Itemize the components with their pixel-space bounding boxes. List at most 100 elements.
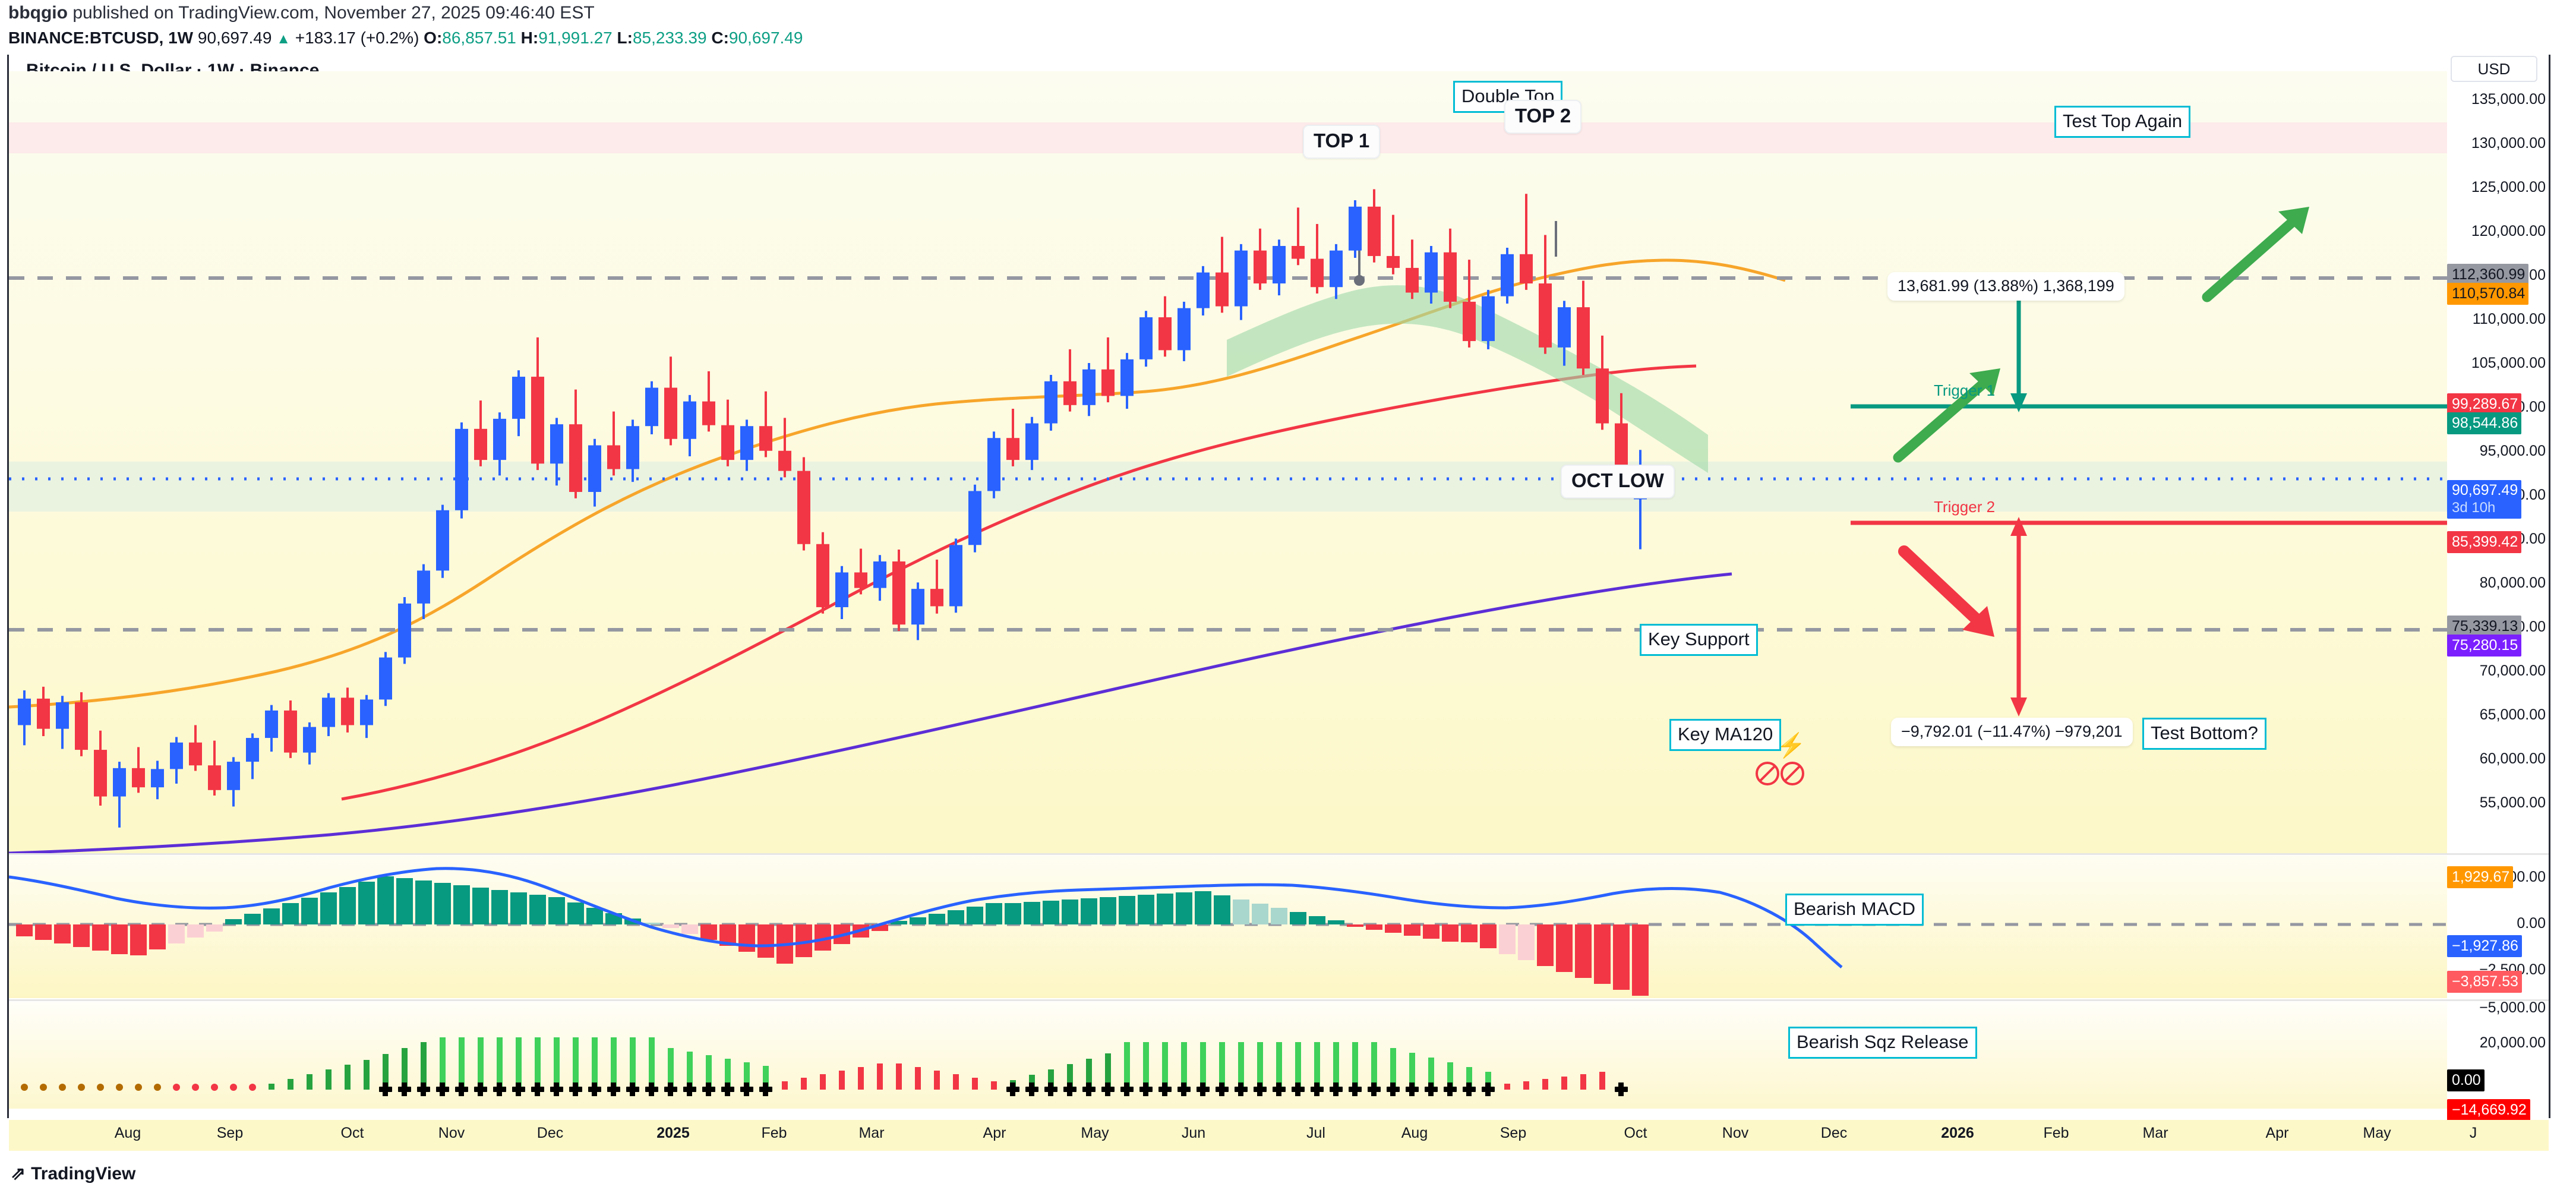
squeeze-bar xyxy=(820,1074,826,1090)
symbol-label[interactable]: BINANCE:BTCUSD, 1W xyxy=(8,29,194,47)
chart-container[interactable]: Bitcoin / U.S. Dollar · 1W · Binance xyxy=(0,55,2576,1153)
price-change: +183.17 (+0.2%) xyxy=(295,29,419,47)
candle-body xyxy=(835,572,848,607)
chart-right-border xyxy=(2549,55,2550,1118)
squeeze-bar xyxy=(725,1059,731,1090)
annotation-bearish-sqz[interactable]: Bearish Sqz Release xyxy=(1788,1027,1977,1059)
candle-body xyxy=(949,545,962,607)
price-tick-label: −5,000.00 xyxy=(2479,999,2546,1016)
price-pane[interactable]: ⚡ Double Top TOP 1 TOP 2 Test Top Again … xyxy=(8,71,2447,855)
macd-bar xyxy=(1290,912,1306,924)
measurement-down-label[interactable]: −9,792.01 (−11.47%) −979,201 xyxy=(1891,718,2133,746)
squeeze-cross-icon xyxy=(1311,1082,1324,1096)
price-pill[interactable]: 85,399.42 xyxy=(2447,531,2522,553)
candle-body xyxy=(892,561,905,625)
squeeze-bar xyxy=(1523,1081,1529,1090)
macd-bar xyxy=(225,919,242,924)
annotation-test-bottom[interactable]: Test Bottom? xyxy=(2142,718,2266,750)
price-pill[interactable]: 110,570.84 xyxy=(2447,283,2529,305)
price-pill[interactable]: 112,360.99 xyxy=(2447,264,2529,286)
macd-bar xyxy=(1423,924,1439,939)
macd-bar xyxy=(35,924,52,940)
squeeze-bar xyxy=(1599,1072,1605,1090)
price-scale[interactable]: USD 135,000.00 130,000.00 125,000.00 120,00… xyxy=(2447,55,2548,1121)
candle-body xyxy=(854,572,867,588)
candle-body xyxy=(493,418,506,460)
price-pill[interactable]: −3,857.53 xyxy=(2447,971,2522,993)
time-tick-label: Oct xyxy=(340,1125,364,1141)
time-tick-label: Oct xyxy=(1624,1125,1647,1141)
squeeze-pane[interactable]: Bearish Sqz Release xyxy=(9,1002,2447,1109)
measurement-up-label[interactable]: 13,681.99 (13.88%) 1,368,199 xyxy=(1887,272,2124,301)
candle-body xyxy=(132,768,145,788)
candle-series xyxy=(18,189,1647,828)
price-tick-label: 65,000.00 xyxy=(2479,706,2546,723)
up-triangle-icon: ▲ xyxy=(276,31,291,47)
squeeze-cross-icon xyxy=(1101,1082,1115,1096)
price-pill[interactable]: 1,929.67 xyxy=(2447,866,2514,888)
annotation-oct-low[interactable]: OCT LOW xyxy=(1561,465,1675,498)
price-pill[interactable]: −14,669.92 xyxy=(2447,1099,2530,1121)
macd-bar xyxy=(415,880,432,924)
squeeze-bar xyxy=(744,1062,750,1090)
annotation-key-support[interactable]: Key Support xyxy=(1640,624,1758,656)
macd-bar xyxy=(643,923,660,924)
squeeze-cross-icon xyxy=(721,1082,734,1096)
candle-body xyxy=(1177,308,1191,351)
candle-body xyxy=(379,657,392,700)
candle-body xyxy=(1482,296,1495,342)
annotation-key-ma120[interactable]: Key MA120 xyxy=(1669,719,1782,751)
macd-bar xyxy=(586,908,603,924)
macd-bar xyxy=(1233,900,1249,924)
candle-body xyxy=(1158,317,1172,351)
candle-body xyxy=(94,750,107,797)
price-pill[interactable]: 75,339.13 xyxy=(2447,616,2522,637)
measure-down-arrow xyxy=(2010,517,2027,717)
indicator-chips[interactable]: ⚡ xyxy=(1756,731,1806,785)
squeeze-bar xyxy=(497,1037,503,1090)
candle-body xyxy=(303,727,316,753)
pane-divider-2[interactable] xyxy=(9,999,2549,1001)
candle-body xyxy=(170,742,183,769)
squeeze-bar xyxy=(1447,1062,1453,1090)
open-label: O: xyxy=(424,29,443,47)
annotation-test-top-again[interactable]: Test Top Again xyxy=(2054,106,2191,138)
squeeze-cross-icon xyxy=(1177,1082,1191,1096)
squeeze-bar xyxy=(554,1037,560,1090)
macd-bar xyxy=(757,924,774,958)
annotation-top1[interactable]: TOP 1 xyxy=(1303,125,1381,159)
squeeze-bar xyxy=(1162,1042,1168,1090)
squeeze-bar xyxy=(972,1078,978,1090)
macd-bar xyxy=(244,914,261,924)
price-pill[interactable]: −1,927.86 xyxy=(2447,935,2522,957)
price-pill[interactable]: 99,289.67 xyxy=(2447,393,2522,415)
price-pill[interactable]: 75,280.15 xyxy=(2447,635,2522,657)
squeeze-bar xyxy=(668,1048,674,1090)
currency-badge[interactable]: USD xyxy=(2451,56,2537,82)
macd-bar xyxy=(948,910,964,924)
squeeze-bar xyxy=(687,1052,693,1090)
price-pill[interactable]: 90,697.49 3d 10h xyxy=(2447,480,2522,519)
macd-bar xyxy=(662,924,679,928)
squeeze-cross-icon xyxy=(702,1082,715,1096)
squeeze-bar xyxy=(1580,1074,1586,1090)
price-pill[interactable]: 0.00 xyxy=(2447,1069,2485,1091)
squeeze-bar xyxy=(1257,1042,1263,1090)
annotation-top2[interactable]: TOP 2 xyxy=(1504,100,1582,134)
price-pill[interactable]: 98,544.86 xyxy=(2447,412,2522,434)
squeeze-dot xyxy=(21,1084,28,1091)
annotation-bearish-macd[interactable]: Bearish MACD xyxy=(1785,894,1924,926)
candle-body xyxy=(1596,368,1609,424)
squeeze-cross-icon xyxy=(1425,1082,1438,1096)
open-value: 86,857.51 xyxy=(442,29,516,47)
time-tick-label: May xyxy=(2363,1125,2391,1141)
candle-body xyxy=(1520,254,1533,284)
time-tick-label: Sep xyxy=(1499,1125,1527,1141)
tradingview-logo[interactable]: ⇗ TradingView xyxy=(11,1163,135,1184)
time-scale[interactable]: Aug Sep Oct Nov Dec 2025 Feb Mar Apr May Jun Jul Aug… xyxy=(9,1120,2549,1151)
macd-bar xyxy=(1309,916,1325,924)
macd-pane[interactable]: Bearish MACD xyxy=(8,856,2447,998)
pane-divider-1[interactable] xyxy=(9,853,2549,855)
squeeze-bar xyxy=(440,1037,446,1090)
macd-bar xyxy=(111,924,128,954)
